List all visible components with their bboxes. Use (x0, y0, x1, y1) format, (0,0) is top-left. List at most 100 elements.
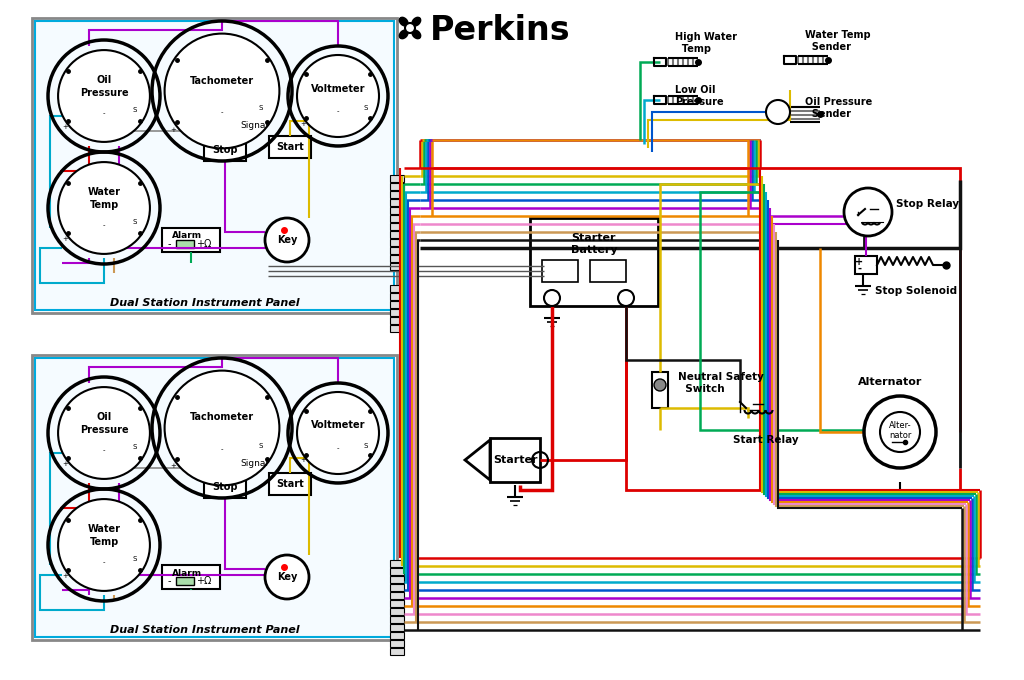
Text: Stop Solenoid: Stop Solenoid (874, 286, 957, 296)
Text: +: + (300, 120, 306, 126)
Circle shape (880, 412, 920, 452)
FancyBboxPatch shape (390, 215, 404, 222)
Text: -: - (337, 108, 339, 114)
Circle shape (864, 396, 936, 468)
Text: +Ω: +Ω (196, 239, 211, 249)
Text: +: + (855, 257, 863, 267)
Text: Oil: Oil (96, 75, 112, 85)
Text: Dual Station Instrument Panel: Dual Station Instrument Panel (110, 298, 299, 308)
Text: -: - (102, 559, 105, 565)
Text: Alter-: Alter- (889, 422, 911, 430)
Text: Perkins: Perkins (430, 14, 570, 46)
FancyBboxPatch shape (390, 640, 404, 647)
FancyBboxPatch shape (390, 255, 404, 262)
FancyBboxPatch shape (855, 256, 877, 274)
FancyBboxPatch shape (390, 624, 404, 631)
Text: Temp: Temp (89, 537, 119, 547)
FancyBboxPatch shape (390, 560, 404, 567)
Circle shape (58, 387, 150, 479)
Text: -: - (221, 109, 223, 115)
FancyBboxPatch shape (390, 584, 404, 591)
Text: +Ω: +Ω (196, 576, 211, 586)
Text: +: + (170, 464, 176, 469)
Text: S: S (133, 219, 137, 225)
Text: -: - (857, 264, 861, 274)
Text: -: - (337, 445, 339, 451)
Text: Tachometer: Tachometer (189, 413, 254, 422)
FancyBboxPatch shape (530, 218, 658, 306)
FancyBboxPatch shape (390, 191, 404, 198)
FancyBboxPatch shape (390, 239, 404, 246)
Text: Alarm: Alarm (172, 568, 202, 577)
Circle shape (297, 392, 379, 474)
FancyBboxPatch shape (390, 301, 404, 308)
Ellipse shape (399, 30, 408, 39)
Text: Tachometer: Tachometer (189, 75, 254, 86)
Text: Pressure: Pressure (80, 88, 128, 98)
Circle shape (654, 379, 666, 391)
Text: Voltmeter: Voltmeter (310, 84, 366, 94)
Text: Neutral Safety
  Switch: Neutral Safety Switch (678, 372, 764, 394)
Text: Alarm: Alarm (172, 231, 202, 241)
Text: Starter: Starter (493, 455, 538, 465)
Text: S: S (258, 443, 263, 449)
FancyBboxPatch shape (390, 325, 404, 332)
FancyBboxPatch shape (390, 183, 404, 190)
Text: S: S (133, 444, 137, 450)
Text: Water Temp
  Sender: Water Temp Sender (805, 30, 870, 52)
Text: +: + (300, 458, 306, 464)
FancyBboxPatch shape (32, 355, 397, 640)
FancyBboxPatch shape (176, 577, 194, 585)
Circle shape (265, 555, 309, 599)
Text: S: S (258, 105, 263, 112)
Text: Start: Start (276, 142, 304, 152)
Circle shape (844, 188, 892, 236)
Text: Key: Key (276, 235, 297, 245)
Text: S: S (364, 105, 368, 112)
FancyBboxPatch shape (390, 648, 404, 655)
Circle shape (265, 218, 309, 262)
FancyBboxPatch shape (390, 632, 404, 639)
Text: Stop Relay: Stop Relay (896, 199, 959, 209)
FancyBboxPatch shape (390, 293, 404, 300)
FancyBboxPatch shape (652, 372, 668, 408)
FancyBboxPatch shape (390, 231, 404, 238)
Circle shape (165, 371, 280, 486)
FancyBboxPatch shape (269, 473, 311, 495)
FancyBboxPatch shape (176, 240, 194, 248)
Text: Signal: Signal (240, 122, 268, 131)
FancyBboxPatch shape (542, 260, 578, 282)
FancyBboxPatch shape (390, 207, 404, 214)
Text: Dual Station Instrument Panel: Dual Station Instrument Panel (110, 625, 299, 635)
FancyBboxPatch shape (390, 576, 404, 583)
FancyBboxPatch shape (390, 247, 404, 254)
Circle shape (165, 33, 280, 148)
Text: -: - (102, 447, 105, 453)
FancyBboxPatch shape (390, 199, 404, 206)
FancyBboxPatch shape (390, 600, 404, 607)
FancyBboxPatch shape (390, 317, 404, 324)
Text: -: - (168, 239, 175, 249)
Circle shape (766, 100, 790, 124)
FancyBboxPatch shape (35, 358, 394, 637)
Text: +: + (61, 236, 68, 242)
Text: Temp: Temp (89, 200, 119, 210)
Circle shape (58, 50, 150, 142)
FancyBboxPatch shape (390, 608, 404, 615)
Text: Pressure: Pressure (80, 425, 128, 435)
Circle shape (297, 55, 379, 137)
Text: -: - (168, 576, 175, 586)
Text: Oil Pressure
  Sender: Oil Pressure Sender (805, 97, 872, 118)
Text: +: + (61, 573, 68, 579)
Text: Voltmeter: Voltmeter (310, 420, 366, 430)
FancyBboxPatch shape (390, 285, 404, 292)
Text: Alternator: Alternator (858, 377, 923, 387)
FancyBboxPatch shape (269, 136, 311, 158)
Text: S: S (364, 443, 368, 449)
FancyBboxPatch shape (32, 18, 397, 313)
Text: Stop: Stop (212, 145, 238, 155)
Text: Signal: Signal (240, 458, 268, 468)
Circle shape (406, 23, 415, 33)
Text: +: + (61, 124, 68, 130)
Circle shape (58, 499, 150, 591)
